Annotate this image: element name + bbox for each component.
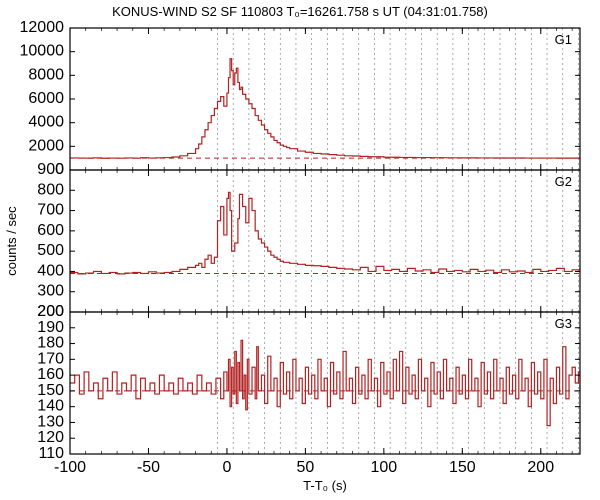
x-tick-label: 50: [296, 459, 314, 476]
y-tick-label: 12000: [20, 19, 65, 36]
y-tick-label: 300: [37, 283, 64, 300]
x-tick-label: 150: [449, 459, 476, 476]
y-axis-label: counts / sec: [4, 206, 19, 276]
x-tick-label: 0: [222, 459, 231, 476]
y-tick-label: 150: [37, 382, 64, 399]
y-tick-label: 8000: [28, 66, 64, 83]
chart-title: KONUS-WIND S2 SF 110803 T₀=16261.758 s U…: [112, 4, 488, 19]
y-tick-label: 200: [37, 303, 64, 320]
y-tick-label: 170: [37, 350, 64, 367]
y-tick-label: 180: [37, 335, 64, 352]
y-tick-label: 6000: [28, 90, 64, 107]
y-tick-label: 900: [37, 161, 64, 178]
y-tick-label: 600: [37, 222, 64, 239]
y-tick-label: 4000: [28, 114, 64, 131]
lightcurve-chart: KONUS-WIND S2 SF 110803 T₀=16261.758 s U…: [0, 0, 600, 500]
y-tick-label: 800: [37, 181, 64, 198]
y-tick-label: 10000: [20, 43, 65, 60]
panel-label-G3: G3: [555, 316, 572, 331]
y-tick-label: 160: [37, 366, 64, 383]
x-tick-label: -100: [54, 459, 86, 476]
y-tick-label: 400: [37, 262, 64, 279]
y-tick-label: 700: [37, 202, 64, 219]
y-tick-label: 500: [37, 242, 64, 259]
y-tick-label: 190: [37, 319, 64, 336]
x-tick-label: 100: [370, 459, 397, 476]
y-tick-label: 130: [37, 413, 64, 430]
y-tick-label: 2000: [28, 137, 64, 154]
x-tick-label: 200: [527, 459, 554, 476]
x-axis-label: T-T₀ (s): [303, 478, 347, 493]
y-tick-label: 120: [37, 429, 64, 446]
x-tick-label: -50: [137, 459, 160, 476]
panel-label-G2: G2: [555, 174, 572, 189]
y-tick-label: 140: [37, 398, 64, 415]
panel-label-G1: G1: [555, 32, 572, 47]
